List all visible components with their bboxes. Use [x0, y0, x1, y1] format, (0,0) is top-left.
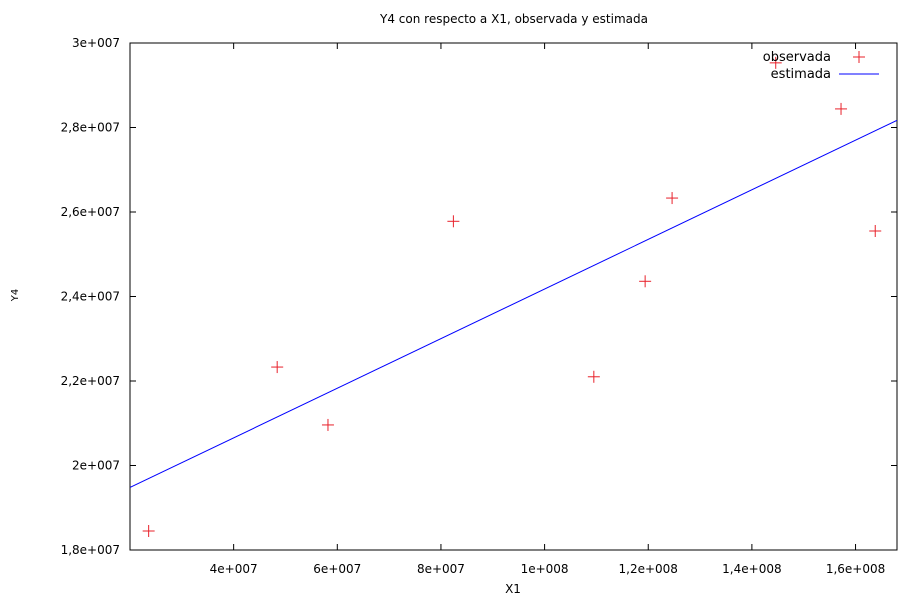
data-point-observada — [869, 225, 882, 238]
legend-label-observada: observada — [763, 50, 831, 65]
data-point-observada — [769, 56, 782, 69]
data-point-observada — [142, 524, 155, 537]
series-line-estimada — [130, 119, 897, 488]
x-tick-label: 1,4e+008 — [722, 562, 781, 576]
x-tick-label: 8e+007 — [417, 562, 465, 576]
x-axis: 4e+007 6e+007 8e+007 1e+008 1,2e+008 1,4e+008… — [210, 43, 885, 576]
y-tick-label: 2,8e+007 — [61, 121, 120, 135]
y-tick-label: 2e+007 — [72, 459, 120, 473]
data-point-observada — [447, 215, 460, 228]
chart-title: Y4 con respecto a X1, observada y estima… — [379, 12, 648, 26]
y-tick-label: 2,2e+007 — [61, 374, 120, 388]
data-point-observada — [639, 275, 652, 288]
y-tick-label: 2,4e+007 — [61, 290, 120, 304]
x-tick-label: 1,2e+008 — [619, 562, 678, 576]
y-axis-label: Y4 — [10, 289, 21, 302]
data-point-observada — [587, 370, 600, 383]
legend-label-estimada: estimada — [771, 67, 831, 82]
data-point-observada — [321, 418, 334, 431]
y-axis: 1,8e+007 2e+007 2,2e+007 2,4e+007 2,6e+007 2,… — [61, 36, 897, 557]
x-axis-label: X1 — [505, 582, 521, 596]
legend: observada estimada — [763, 50, 879, 82]
x-tick-label: 6e+007 — [313, 562, 361, 576]
y-tick-label: 1,8e+007 — [61, 543, 120, 557]
plot-area — [130, 56, 897, 537]
legend-marker-observada — [853, 51, 865, 63]
plot-frame — [129, 42, 898, 551]
y-tick-label: 2,6e+007 — [61, 205, 120, 219]
data-point-observada — [835, 102, 848, 115]
x-tick-label: 4e+007 — [210, 562, 258, 576]
data-point-observada — [271, 361, 284, 374]
x-tick-label: 1,6e+008 — [826, 562, 885, 576]
y-tick-label: 3e+007 — [72, 36, 120, 50]
x-tick-label: 1e+008 — [521, 562, 569, 576]
data-point-observada — [666, 192, 679, 205]
